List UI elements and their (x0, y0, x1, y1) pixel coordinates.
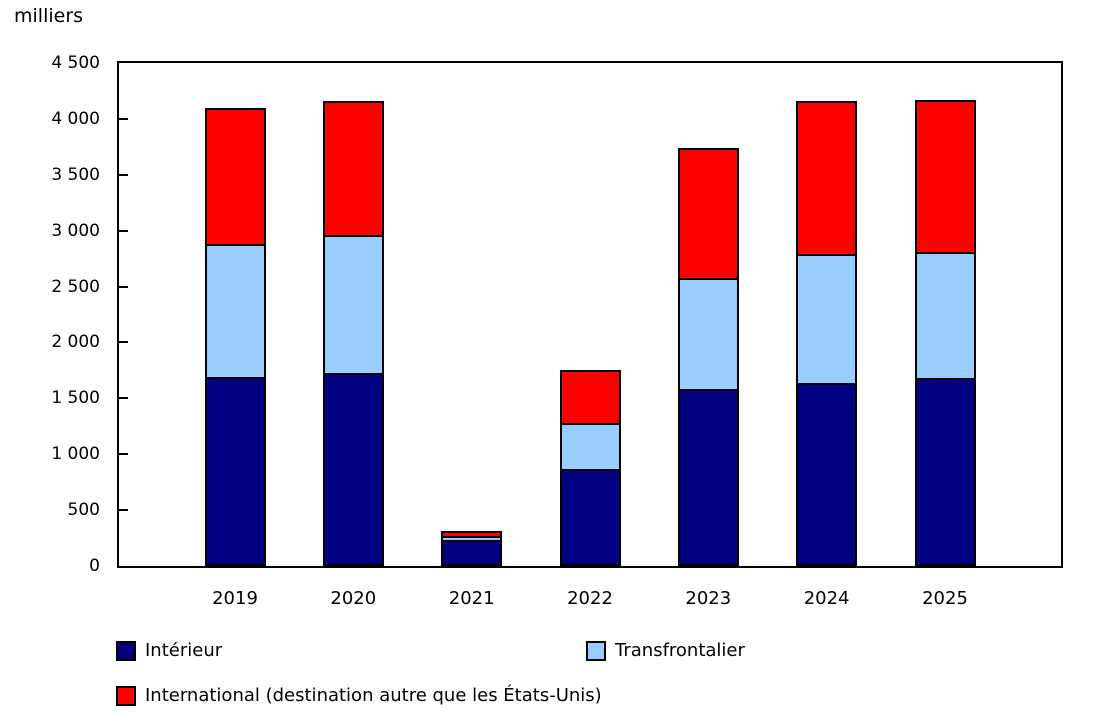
bar-segment-2023-0 (677, 389, 739, 566)
x-tick-label-2019: 2019 (212, 588, 258, 609)
x-tick-label-2023: 2023 (685, 588, 732, 609)
bar-segment-2024-1 (796, 254, 858, 385)
bar-segment-2025-1 (914, 251, 976, 381)
legend-item-transfrontalier: Transfrontalier (586, 640, 745, 661)
legend-swatch-transfrontalier (586, 640, 606, 661)
bar-segment-2020-2 (322, 101, 384, 238)
bar-segment-2019-1 (204, 244, 266, 380)
legend-label-international: International (destination autre que les… (145, 685, 602, 706)
y-tick-mark (119, 285, 128, 288)
legend-item-interieur: Intérieur (116, 640, 222, 661)
legend-swatch-interieur (116, 640, 136, 661)
y-tick-label: 3 000 (51, 220, 100, 241)
bar-segment-2025-0 (914, 378, 976, 566)
y-tick-label: 2 500 (51, 276, 100, 297)
bar-segment-2022-2 (559, 370, 621, 425)
bar-segment-2023-1 (677, 277, 739, 392)
bar-segment-2024-0 (796, 382, 858, 566)
bar-segment-2020-0 (322, 372, 384, 566)
y-tick-label: 1 500 (51, 388, 100, 409)
y-tick-label: 500 (67, 500, 100, 521)
bar-segment-2020-1 (322, 235, 384, 375)
x-tick-label-2025: 2025 (922, 588, 968, 609)
bar-segment-2024-2 (796, 101, 858, 257)
x-tick-label-2024: 2024 (803, 588, 850, 609)
y-tick-mark (119, 117, 128, 120)
bar-segment-2019-0 (204, 377, 266, 566)
y-tick-mark (119, 397, 128, 400)
y-axis-title: milliers (14, 5, 84, 27)
y-tick-mark (119, 341, 128, 344)
y-tick-mark (119, 173, 128, 176)
x-tick-label-2020: 2020 (330, 588, 377, 609)
plot-area (117, 61, 1063, 568)
x-tick-label-2022: 2022 (567, 588, 613, 609)
x-tick-label-2021: 2021 (448, 588, 495, 609)
legend-label-interieur: Intérieur (145, 640, 223, 661)
y-tick-label: 3 500 (51, 164, 100, 185)
y-tick-mark (119, 229, 128, 232)
bar-segment-2022-0 (559, 468, 621, 566)
y-tick-label: 4 500 (51, 53, 100, 73)
y-tick-label: 0 (89, 556, 100, 576)
bar-segment-2021-2 (441, 530, 503, 539)
legend-label-transfrontalier: Transfrontalier (615, 640, 745, 661)
y-tick-mark (119, 453, 128, 456)
bar-segment-2023-2 (677, 148, 739, 280)
legend-item-international: International (destination autre que les… (116, 685, 602, 706)
y-tick-label: 2 000 (51, 332, 100, 353)
legend-swatch-international (116, 685, 136, 706)
bar-segment-2022-1 (559, 422, 621, 471)
y-tick-mark (119, 509, 128, 512)
bar-segment-2025-2 (914, 99, 976, 254)
y-tick-label: 1 000 (51, 444, 100, 465)
bar-segment-2021-0 (441, 539, 503, 566)
y-tick-label: 4 000 (51, 108, 100, 129)
bar-segment-2019-2 (204, 107, 266, 247)
